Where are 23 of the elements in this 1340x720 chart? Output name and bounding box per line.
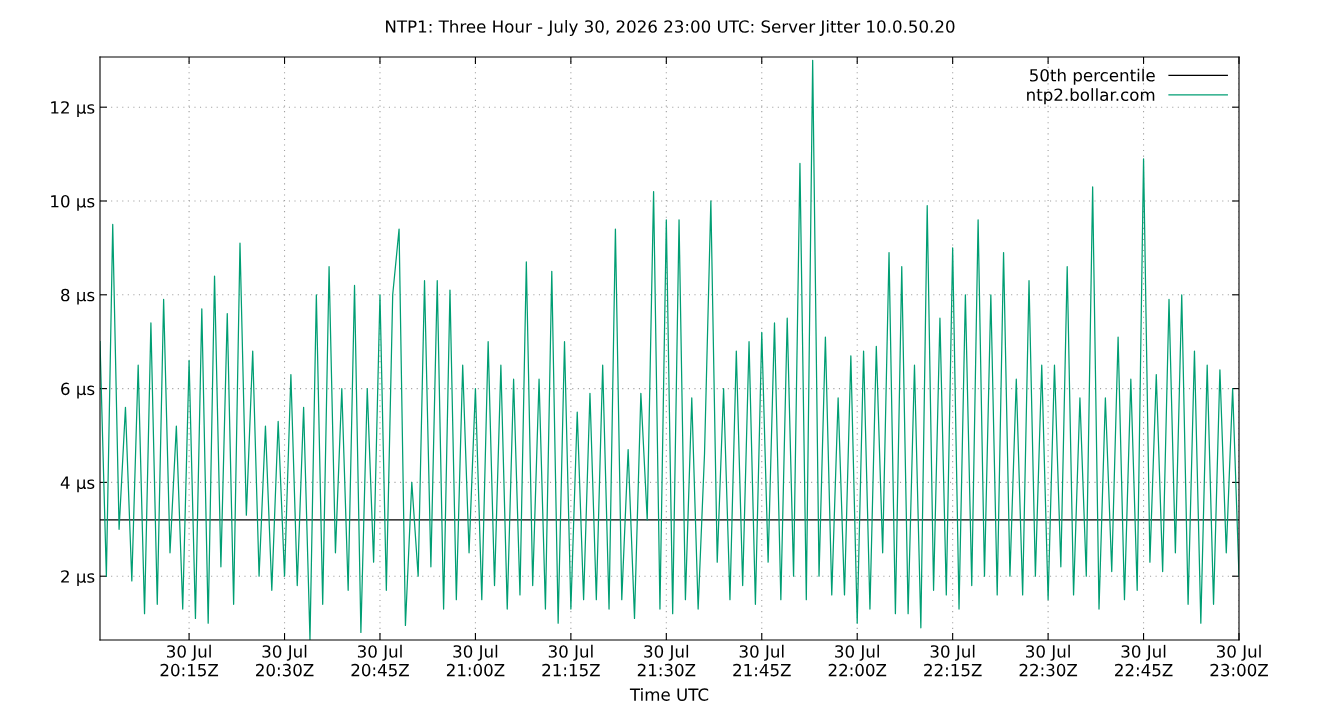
x-tick-label: 30 Jul 21:45Z — [733, 644, 791, 677]
y-tick-label: 4 µs — [60, 476, 95, 493]
y-tick-label: 6 µs — [61, 382, 95, 399]
x-tick-label: 30 Jul 22:15Z — [924, 644, 982, 677]
x-tick-label: 30 Jul 23:00Z — [1210, 644, 1268, 677]
x-tick-label: 30 Jul 20:15Z — [160, 644, 219, 677]
y-tick-label: 8 µs — [61, 288, 95, 305]
y-tick-label: 10 µs — [51, 194, 95, 211]
legend-label: ntp2.bollar.com — [1027, 88, 1155, 105]
legend-label: 50th percentile — [1030, 68, 1155, 85]
y-tick-label: 12 µs — [51, 101, 95, 117]
x-tick-label: 30 Jul 22:45Z — [1115, 644, 1173, 677]
x-tick-label: 30 Jul 22:00Z — [828, 644, 887, 677]
x-tick-label: 30 Jul 20:45Z — [351, 644, 409, 677]
chart-title: NTP1: Three Hour - July 30, 2026 23:00 UTC: Server Jitter 10.0.50.20 — [386, 19, 955, 37]
x-axis-title: Time UTC — [629, 687, 709, 701]
x-tick-label: 30 Jul 21:00Z — [446, 644, 505, 677]
x-tick-label: 30 Jul 22:30Z — [1019, 644, 1078, 677]
line-series — [100, 59, 1239, 640]
y-tick-label: 2 µs — [61, 570, 95, 587]
x-tick-label: 30 Jul 21:30Z — [637, 644, 696, 677]
x-tick-label: 30 Jul 20:30Z — [256, 644, 314, 677]
x-tick-label: 30 Jul 21:15Z — [542, 644, 600, 677]
